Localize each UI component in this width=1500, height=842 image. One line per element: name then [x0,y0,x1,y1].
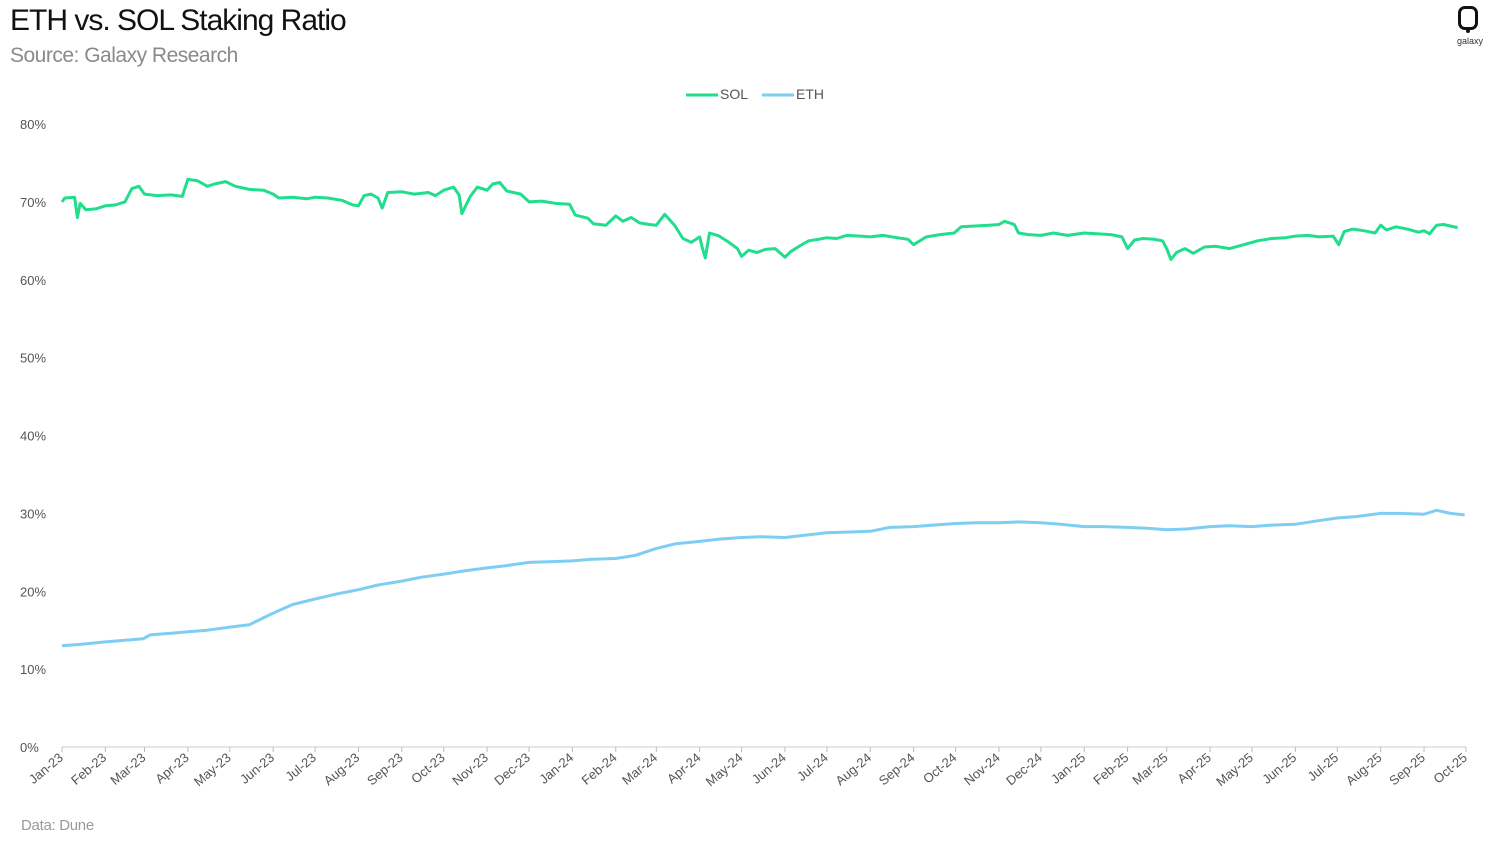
y-tick-label: 0% [20,740,39,755]
y-axis: 0% 10% 20% 30% 40% 50% 60% 70% 80% [20,117,46,755]
x-tick-label: May-23 [191,750,234,789]
y-tick-label: 10% [20,662,46,677]
x-tick-label: Sep-23 [364,750,406,788]
x-tick-label: Aug-24 [832,750,874,788]
x-tick-label: Oct-25 [1430,750,1470,787]
x-tick-label: Jun-25 [1259,750,1299,787]
x-tick-label: Aug-25 [1343,750,1385,788]
x-tick-label: Dec-24 [1003,750,1045,788]
x-tick-label: Jun-24 [749,750,789,787]
x-tick-label: Feb-23 [68,750,109,788]
series-line-sol [60,177,1458,261]
x-tick-label: May-25 [1213,750,1256,789]
x-tick-label: Sep-24 [876,750,918,788]
x-tick-label: Jan-25 [1048,750,1088,787]
x-tick-label: Apr-25 [1174,750,1214,787]
x-tick-label: Nov-24 [961,750,1003,788]
x-tick-label: May-24 [703,750,746,789]
series-line-eth [61,508,1465,648]
x-tick-label: Mar-24 [619,750,660,788]
x-tick-label: Nov-23 [449,750,491,788]
series-layer [60,177,1465,648]
legend-label-sol: SOL [720,86,748,102]
y-tick-label: 30% [20,506,46,521]
x-tick-label: Apr-23 [152,750,192,787]
y-tick-label: 80% [20,117,46,132]
x-tick-label: Oct-23 [408,750,448,787]
x-tick-label: Mar-25 [1129,750,1170,788]
x-tick-label: Oct-24 [920,750,960,787]
x-tick-label: Apr-24 [664,750,704,787]
x-tick-label: Aug-23 [321,750,363,788]
legend: SOL ETH [686,86,824,102]
y-tick-label: 70% [20,195,46,210]
x-tick-label: Jan-23 [26,750,66,787]
x-tick-label: Jan-24 [536,750,576,787]
y-tick-label: 20% [20,584,46,599]
y-tick-label: 50% [20,351,46,366]
y-tick-label: 60% [20,273,46,288]
chart-title: ETH vs. SOL Staking Ratio [10,4,347,37]
y-tick-label: 40% [20,429,46,444]
x-tick-label: Feb-25 [1090,750,1131,788]
x-tick-label: Dec-23 [491,750,533,788]
x-tick-label: Sep-25 [1386,750,1428,788]
logo-text: galaxy [1456,36,1483,46]
x-tick-label: Jun-23 [237,750,277,787]
x-tick-label: Jul-25 [1304,750,1341,784]
x-tick-label: Jul-23 [282,750,319,784]
data-footnote: Data: Dune [21,817,94,834]
x-tick-label: Jul-24 [794,750,831,784]
x-tick-label: Feb-24 [578,750,619,788]
galaxy-logo-icon [1458,6,1478,33]
legend-label-eth: ETH [796,86,824,102]
x-tick-label: Mar-23 [107,750,148,788]
galaxy-logo: galaxy [1450,4,1490,48]
chart-subtitle: Source: Galaxy Research [10,44,238,67]
